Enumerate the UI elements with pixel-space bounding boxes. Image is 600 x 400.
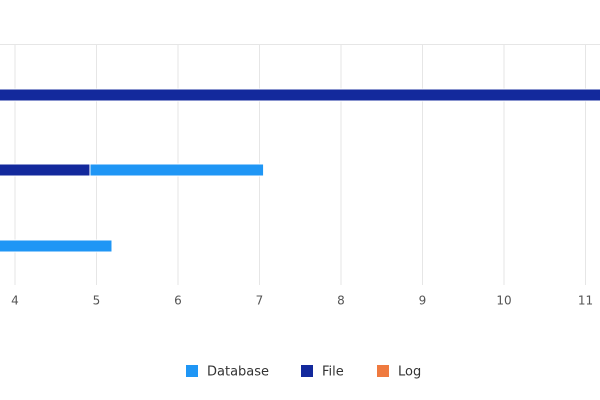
x-tick-label: 9: [419, 294, 427, 308]
legend-swatch: [186, 365, 198, 377]
bar-segment: [0, 88, 600, 102]
x-tick-label: 10: [496, 294, 511, 308]
bar-segment: [89, 163, 265, 177]
legend-swatch: [301, 365, 313, 377]
legend-label: Database: [207, 365, 269, 380]
x-tick-label: 6: [174, 294, 182, 308]
x-tick-label: 7: [256, 294, 264, 308]
legend-swatch: [377, 365, 389, 377]
bar-segment: [0, 239, 113, 253]
x-tick-label: 8: [337, 294, 345, 308]
x-tick-label: 4: [11, 294, 19, 308]
legend-label: File: [322, 365, 344, 380]
x-tick-label: 11: [578, 294, 593, 308]
x-tick-label: 5: [93, 294, 101, 308]
bar-segment: [0, 163, 91, 177]
legend-label: Log: [398, 365, 421, 380]
